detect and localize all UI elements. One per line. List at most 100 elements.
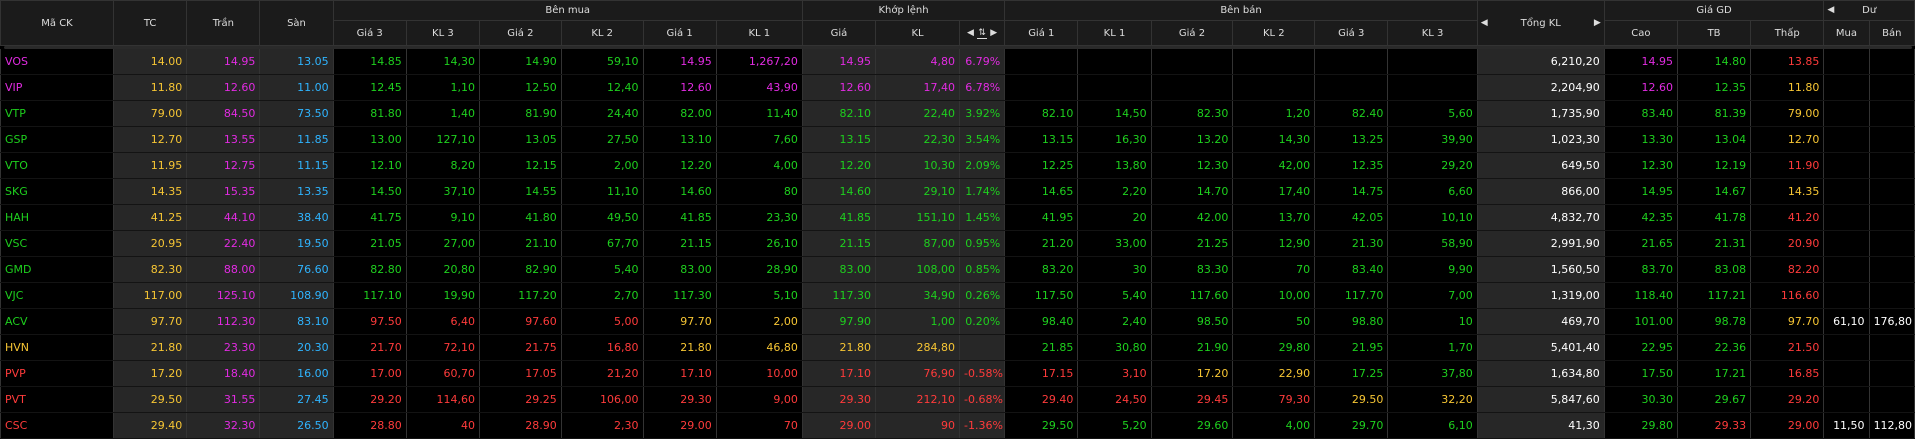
high-price: 30.30 xyxy=(1603,386,1678,413)
col-sell-vol-2[interactable]: KL 2 xyxy=(1232,20,1316,46)
col-average[interactable]: TB xyxy=(1676,20,1752,46)
horizontal-scrollbar[interactable] xyxy=(1,46,1915,49)
chevron-left-icon[interactable]: ◀ xyxy=(966,28,974,38)
ref-price: 41.25 xyxy=(113,204,188,231)
floor-price: 11.85 xyxy=(259,126,334,153)
col-symbol[interactable]: Mã CK xyxy=(0,0,115,46)
symbol[interactable]: VTO xyxy=(0,152,115,179)
col-buy-price-3[interactable]: Giá 3 xyxy=(332,20,407,46)
average-price: 98.78 xyxy=(1676,308,1752,335)
sell-vol-2: 4,00 xyxy=(1232,412,1316,439)
symbol[interactable]: PVP xyxy=(0,360,115,387)
symbol[interactable]: VSC xyxy=(0,230,115,257)
table-row[interactable]: VTP 79.00 84.50 73.50 81.80 1,40 81.90 24,40 82.… xyxy=(0,100,1915,127)
table-row[interactable]: GSP 12.70 13.55 11.85 13.00 127,10 13.05 27,50 1… xyxy=(0,126,1915,153)
col-buy-price-1[interactable]: Giá 1 xyxy=(642,20,717,46)
col-buy-vol-3[interactable]: KL 3 xyxy=(405,20,480,46)
col-match-volume[interactable]: KL xyxy=(875,20,960,46)
sell-vol-2: 29,80 xyxy=(1232,334,1316,361)
table-row[interactable]: GMD 82.30 88.00 76.60 82.80 20,80 82.90 5,40 83.… xyxy=(0,256,1915,283)
low-price: 11.80 xyxy=(1750,74,1825,101)
sell-vol-3: 9,90 xyxy=(1387,256,1478,283)
sell-vol-3: 6,60 xyxy=(1387,178,1478,205)
ceiling-price: 112.30 xyxy=(186,308,261,335)
col-change-toggle[interactable]: ◀ ⇅ ▶ xyxy=(958,20,1006,46)
symbol[interactable]: PVT xyxy=(0,386,115,413)
symbol[interactable]: VTP xyxy=(0,100,115,127)
table-row[interactable]: PVP 17.20 18.40 16.00 17.00 60,70 17.05 21,20 17… xyxy=(0,360,1915,387)
symbol[interactable]: CSC xyxy=(0,412,115,439)
col-total-volume[interactable]: ◀ Tổng KL ▶ xyxy=(1476,0,1605,46)
sell-price-2: 83.30 xyxy=(1150,256,1234,283)
buy-price-2: 21.10 xyxy=(478,230,562,257)
symbol[interactable]: VOS xyxy=(0,49,115,75)
col-ref-price[interactable]: TC xyxy=(113,0,188,46)
symbol[interactable]: ACV xyxy=(0,308,115,335)
symbol[interactable]: HAH xyxy=(0,204,115,231)
ceiling-price: 32.30 xyxy=(186,412,261,439)
buy-vol-1: 10,00 xyxy=(715,360,803,387)
sell-price-1: 29.50 xyxy=(1004,412,1079,439)
col-match-price[interactable]: Giá xyxy=(801,20,877,46)
col-sell-price-3[interactable]: Giá 3 xyxy=(1314,20,1389,46)
table-row[interactable]: VJC 117.00 125.10 108.90 117.10 19,90 117.20 2,… xyxy=(0,282,1915,309)
sell-vol-2: 1,20 xyxy=(1232,100,1316,127)
chevron-left-icon[interactable]: ◀ xyxy=(1480,18,1488,28)
sell-price-3: 83.40 xyxy=(1314,256,1389,283)
buy-vol-1: 5,10 xyxy=(715,282,803,309)
average-price: 13.04 xyxy=(1676,126,1752,153)
buy-price-3: 28.80 xyxy=(332,412,407,439)
buy-vol-1: 1,267,20 xyxy=(715,49,803,75)
table-row[interactable]: ACV 97.70 112.30 83.10 97.50 6,40 97.60 5,00 97.… xyxy=(0,308,1915,335)
col-sell-vol-3[interactable]: KL 3 xyxy=(1387,20,1478,46)
match-volume: 151,10 xyxy=(875,204,960,231)
symbol[interactable]: SKG xyxy=(0,178,115,205)
table-row[interactable]: HAH 41.25 44.10 38.40 41.75 9,10 41.80 49,50 41.… xyxy=(0,204,1915,231)
table-row[interactable]: VTO 11.95 12.75 11.15 12.10 8,20 12.15 2,00 12.2… xyxy=(0,152,1915,179)
floor-price: 83.10 xyxy=(259,308,334,335)
col-floor[interactable]: Sàn xyxy=(259,0,334,46)
col-sell-vol-1[interactable]: KL 1 xyxy=(1077,20,1152,46)
buy-vol-3: 19,90 xyxy=(405,282,480,309)
buy-price-1: 21.80 xyxy=(642,334,717,361)
sell-price-2: 13.20 xyxy=(1150,126,1234,153)
col-buy-vol-2[interactable]: KL 2 xyxy=(560,20,644,46)
col-sell-price-2[interactable]: Giá 2 xyxy=(1150,20,1234,46)
low-price: 29.00 xyxy=(1750,412,1825,439)
col-remaining-buy[interactable]: Mua xyxy=(1823,20,1870,46)
table-row[interactable]: HVN 21.80 23.30 20.30 21.70 72,10 21.75 16,80 21… xyxy=(0,334,1915,361)
sell-vol-3: 6,10 xyxy=(1387,412,1478,439)
col-buy-vol-1[interactable]: KL 1 xyxy=(715,20,803,46)
table-row[interactable]: SKG 14.35 15.35 13.35 14.50 37,10 14.55 11,10 14… xyxy=(0,178,1915,205)
col-buy-price-2[interactable]: Giá 2 xyxy=(478,20,562,46)
remaining-sell xyxy=(1868,360,1915,387)
table-row[interactable]: PVT 29.50 31.55 27.45 29.20 114,60 29.25 106,00… xyxy=(0,386,1915,413)
chevron-left-icon[interactable]: ◀ xyxy=(1827,5,1835,15)
high-price: 29.80 xyxy=(1603,412,1678,439)
table-row[interactable]: VIP 11.80 12.60 11.00 12.45 1,10 12.50 12,40 12.… xyxy=(0,74,1915,101)
symbol[interactable]: VJC xyxy=(0,282,115,309)
chevron-right-icon[interactable]: ▶ xyxy=(1593,18,1601,28)
buy-price-2: 41.80 xyxy=(478,204,562,231)
buy-price-3: 21.05 xyxy=(332,230,407,257)
symbol[interactable]: GSP xyxy=(0,126,115,153)
buy-vol-1: 28,90 xyxy=(715,256,803,283)
ceiling-price: 18.40 xyxy=(186,360,261,387)
chevron-right-icon[interactable]: ▶ xyxy=(990,28,998,38)
col-ceiling[interactable]: Trần xyxy=(186,0,261,46)
col-low[interactable]: Thấp xyxy=(1750,20,1825,46)
symbol[interactable]: GMD xyxy=(0,256,115,283)
sort-icon[interactable]: ⇅ xyxy=(977,28,988,39)
buy-price-1: 83.00 xyxy=(642,256,717,283)
table-row[interactable]: VSC 20.95 22.40 19.50 21.05 27,00 21.10 67,70 21… xyxy=(0,230,1915,257)
col-high[interactable]: Cao xyxy=(1603,20,1678,46)
sell-price-2: 29.45 xyxy=(1150,386,1234,413)
table-row[interactable]: CSC 29.40 32.30 26.50 28.80 40 28.90 2,30 29.00 7… xyxy=(0,412,1915,439)
col-remaining-sell[interactable]: Bán xyxy=(1868,20,1915,46)
table-row[interactable]: VOS 14.00 14.95 13.05 14.85 14,30 14.90 59,10 14… xyxy=(0,49,1915,75)
symbol[interactable]: HVN xyxy=(0,334,115,361)
average-price: 83.08 xyxy=(1676,256,1752,283)
symbol[interactable]: VIP xyxy=(0,74,115,101)
col-sell-price-1[interactable]: Giá 1 xyxy=(1004,20,1079,46)
remaining-buy xyxy=(1823,152,1870,179)
